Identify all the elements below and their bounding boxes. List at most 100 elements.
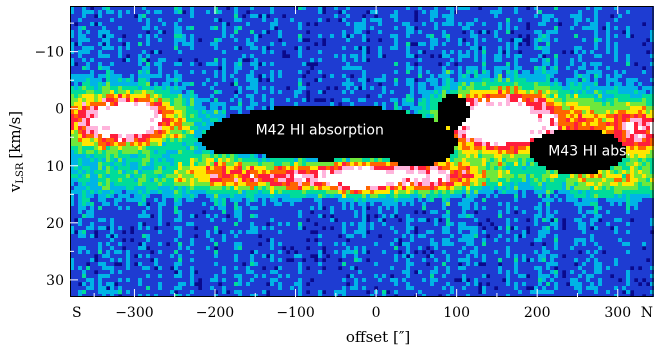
heatmap-cell <box>326 66 331 71</box>
heatmap-cell <box>86 66 91 71</box>
heatmap-cell <box>70 138 75 143</box>
heatmap-cell <box>130 90 135 95</box>
heatmap-cell <box>78 58 83 63</box>
heatmap-cell <box>410 86 415 91</box>
heatmap-cell <box>334 38 339 43</box>
heatmap-cell <box>210 38 215 43</box>
heatmap-cell <box>158 46 163 51</box>
heatmap-cell <box>642 118 647 123</box>
heatmap-cell <box>526 114 531 119</box>
heatmap-cell <box>218 138 223 143</box>
heatmap-cell <box>398 6 403 11</box>
heatmap-cell <box>522 110 527 115</box>
heatmap-cell <box>266 122 271 127</box>
heatmap-cell <box>422 130 427 135</box>
heatmap-cell <box>390 6 395 11</box>
heatmap-cell <box>558 18 563 23</box>
heatmap-cell <box>530 42 535 47</box>
heatmap-cell <box>494 22 499 27</box>
heatmap-cell <box>530 106 535 111</box>
heatmap-cell <box>494 114 499 119</box>
heatmap-cell <box>398 142 403 147</box>
heatmap-cell <box>114 114 119 119</box>
heatmap-cell <box>622 114 627 119</box>
heatmap-cell <box>246 46 251 51</box>
heatmap-cell <box>174 30 179 35</box>
heatmap-cell <box>614 134 619 139</box>
heatmap-cell <box>254 26 259 31</box>
heatmap-cell <box>570 62 575 67</box>
heatmap-cell <box>586 46 591 51</box>
heatmap-cell <box>554 142 559 147</box>
heatmap-cell <box>558 90 563 95</box>
heatmap-cell <box>422 134 427 139</box>
heatmap-cell <box>414 98 419 103</box>
heatmap-cell <box>430 106 435 111</box>
heatmap-cell <box>554 46 559 51</box>
heatmap-cell <box>370 42 375 47</box>
heatmap-cell <box>270 82 275 87</box>
heatmap-cell <box>330 46 335 51</box>
heatmap-cell <box>286 70 291 75</box>
heatmap-cell <box>350 66 355 71</box>
heatmap-cell <box>254 94 259 99</box>
heatmap-cell <box>370 142 375 147</box>
heatmap-cell <box>518 26 523 31</box>
heatmap-cell <box>354 70 359 75</box>
heatmap-cell <box>650 74 654 79</box>
heatmap-cell <box>410 54 415 59</box>
heatmap-cell <box>274 90 279 95</box>
heatmap-cell <box>398 130 403 135</box>
heatmap-cell <box>186 22 191 27</box>
heatmap-cell <box>634 86 639 91</box>
heatmap-cell <box>270 10 275 15</box>
heatmap-cell <box>238 134 243 139</box>
heatmap-cell <box>402 26 407 31</box>
heatmap-cell <box>114 126 119 131</box>
heatmap-cell <box>218 42 223 47</box>
heatmap-cell <box>206 34 211 39</box>
heatmap-cell <box>358 54 363 59</box>
heatmap-cell <box>198 122 203 127</box>
heatmap-cell <box>254 22 259 27</box>
heatmap-cell <box>290 14 295 19</box>
heatmap-cell <box>650 138 654 143</box>
heatmap-cell <box>150 10 155 15</box>
heatmap-cell <box>126 106 131 111</box>
heatmap-cell <box>166 122 171 127</box>
heatmap-cell <box>310 114 315 119</box>
heatmap-cell <box>158 110 163 115</box>
heatmap-cell <box>274 62 279 67</box>
heatmap-cell <box>570 42 575 47</box>
heatmap-cell <box>286 38 291 43</box>
heatmap-cell <box>526 98 531 103</box>
heatmap-cell <box>598 66 603 71</box>
heatmap-cell <box>554 114 559 119</box>
heatmap-cell <box>82 110 87 115</box>
heatmap-cell <box>378 86 383 91</box>
heatmap-cell <box>550 142 555 147</box>
heatmap-cell <box>542 62 547 67</box>
heatmap-cell <box>206 122 211 127</box>
heatmap-cell <box>454 114 459 119</box>
heatmap-cell <box>118 50 123 55</box>
heatmap-cell <box>506 98 511 103</box>
heatmap-cell <box>298 50 303 55</box>
heatmap-cell <box>614 38 619 43</box>
heatmap-cell <box>626 58 631 63</box>
heatmap-cell <box>486 6 491 11</box>
heatmap-cell <box>142 114 147 119</box>
heatmap-cell <box>590 98 595 103</box>
heatmap-cell <box>342 70 347 75</box>
heatmap-cell <box>250 70 255 75</box>
heatmap-cell <box>298 122 303 127</box>
heatmap-cell <box>258 102 263 107</box>
heatmap-cell <box>390 118 395 123</box>
heatmap-cell <box>410 78 415 83</box>
heatmap-cell <box>622 18 627 23</box>
heatmap-cell <box>446 66 451 71</box>
heatmap-cell <box>506 6 511 11</box>
heatmap-cell <box>562 14 567 19</box>
heatmap-cell <box>390 94 395 99</box>
heatmap-cell <box>98 58 103 63</box>
